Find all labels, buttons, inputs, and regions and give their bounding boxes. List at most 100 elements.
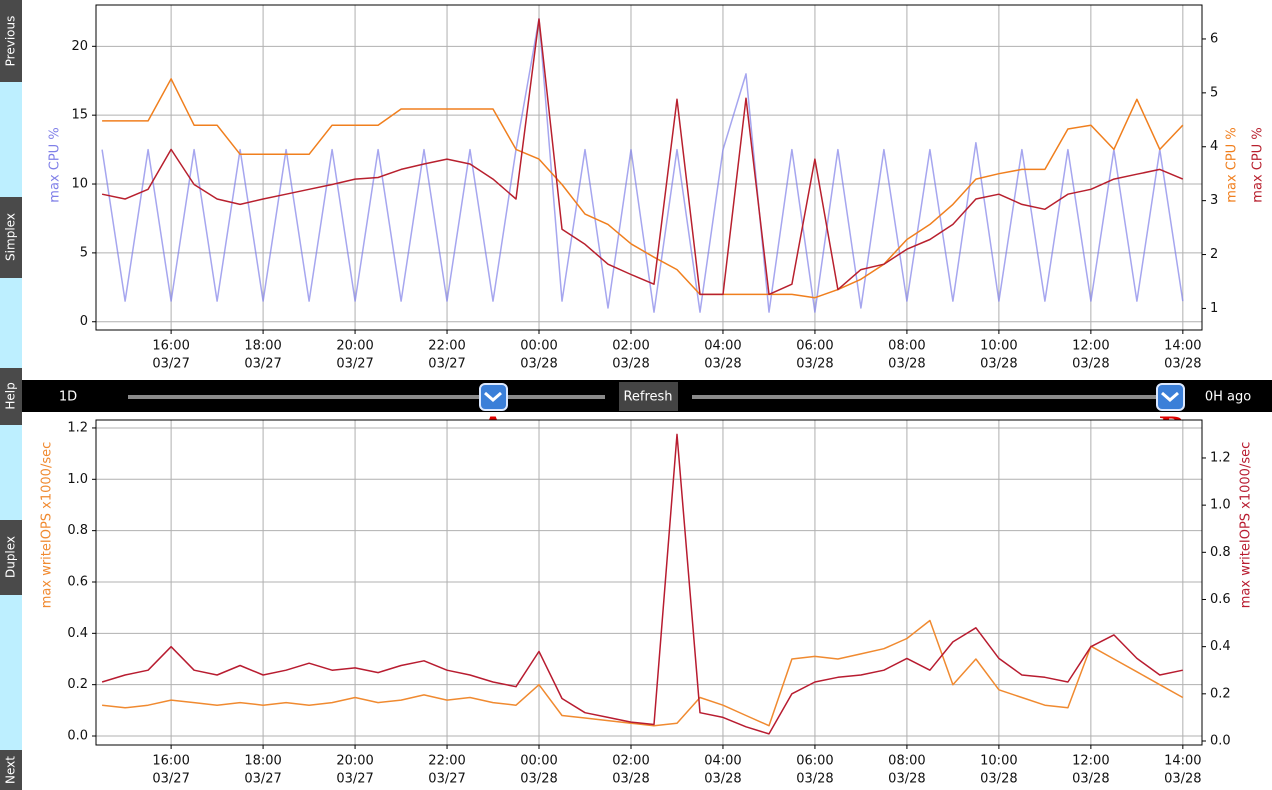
y2-tick-label: 2 [1210, 247, 1218, 262]
axis-label: max CPU % [48, 127, 63, 202]
x-tick-label: 20:00 [336, 339, 373, 354]
x-tick-label: 10:00 [980, 339, 1017, 354]
x-tick-label: 14:00 [1164, 754, 1201, 769]
x-tick-label: 03/27 [152, 357, 189, 372]
x-tick-label: 03/28 [612, 772, 649, 787]
y2-tick-label: 6 [1210, 31, 1218, 46]
x-tick-label: 02:00 [612, 339, 649, 354]
x-tick-label: 03/27 [244, 772, 281, 787]
plot-frame [95, 4, 1203, 331]
y2-tick-label: 5 [1210, 85, 1218, 100]
refresh-label[interactable]: Refresh [623, 390, 672, 405]
simplex-button[interactable] [0, 197, 22, 278]
help-button[interactable] [0, 368, 22, 425]
y-tick-label: 0.8 [67, 523, 88, 538]
axis-label: max writeIOPS x1000/sec [40, 442, 55, 609]
range-label: 1D [59, 390, 77, 405]
x-tick-label: 06:00 [796, 754, 833, 769]
y-tick-label: 0.6 [67, 574, 88, 589]
y2-tick-label: 1.2 [1210, 450, 1231, 465]
x-tick-label: 10:00 [980, 754, 1017, 769]
x-tick-label: 03/27 [428, 772, 465, 787]
y2-tick-label: 3 [1210, 193, 1218, 208]
x-tick-label: 18:00 [244, 339, 281, 354]
series-line [102, 619, 1184, 727]
x-tick-label: 22:00 [428, 754, 465, 769]
x-tick-label: 03/28 [796, 772, 833, 787]
thumb-icon [484, 391, 502, 402]
x-tick-label: 03/28 [1072, 772, 1109, 787]
x-tick-label: 18:00 [244, 754, 281, 769]
x-tick-label: 08:00 [888, 754, 925, 769]
series-line [101, 18, 1184, 296]
slider-thumb[interactable] [1156, 383, 1185, 411]
x-tick-label: 16:00 [152, 754, 189, 769]
x-tick-label: 03/27 [152, 772, 189, 787]
y2-tick-label: 0.4 [1210, 639, 1231, 654]
y-tick-label: 1.0 [67, 472, 88, 487]
axis-label: max CPU % [1251, 127, 1266, 202]
x-tick-label: 03/28 [704, 772, 741, 787]
x-tick-label: 00:00 [520, 339, 557, 354]
x-tick-label: 03/28 [980, 357, 1017, 372]
y2-tick-label: 0.2 [1210, 686, 1231, 701]
y-tick-label: 10 [71, 177, 88, 192]
previous-button[interactable] [0, 0, 22, 82]
x-tick-label: 03/27 [428, 357, 465, 372]
x-tick-label: 03/28 [796, 357, 833, 372]
y-tick-label: 0.2 [67, 677, 88, 692]
axis-label: max CPU % [1225, 127, 1240, 202]
y-tick-label: 20 [71, 39, 88, 54]
y2-tick-label: 0.8 [1210, 545, 1231, 560]
x-tick-label: 03/27 [244, 357, 281, 372]
offset-label: 0H ago [1205, 390, 1251, 405]
x-tick-label: 03/28 [888, 772, 925, 787]
plot-frame [95, 419, 1203, 746]
slider-thumb[interactable] [479, 383, 508, 411]
previous-label[interactable]: Previous [4, 16, 18, 67]
slider-track[interactable] [692, 395, 1185, 399]
x-tick-label: 16:00 [152, 339, 189, 354]
y-tick-label: 5 [80, 245, 88, 260]
y2-tick-label: 1 [1210, 301, 1218, 316]
x-tick-label: 12:00 [1072, 339, 1109, 354]
refresh-button[interactable] [619, 382, 678, 411]
x-tick-label: 08:00 [888, 339, 925, 354]
x-tick-label: 03/28 [980, 772, 1017, 787]
x-tick-label: 03/27 [336, 357, 373, 372]
slider-track[interactable] [128, 395, 605, 399]
x-tick-label: 12:00 [1072, 754, 1109, 769]
x-tick-label: 14:00 [1164, 339, 1201, 354]
x-tick-label: 03/28 [888, 357, 925, 372]
x-tick-label: 20:00 [336, 754, 373, 769]
duplex-button[interactable] [0, 520, 22, 595]
x-tick-label: 03/28 [1072, 357, 1109, 372]
y-tick-label: 0 [80, 314, 88, 329]
duplex-label[interactable]: Duplex [4, 536, 18, 578]
y2-tick-label: 4 [1210, 139, 1218, 154]
x-tick-label: 04:00 [704, 754, 741, 769]
x-tick-label: 03/28 [1164, 357, 1201, 372]
x-tick-label: 22:00 [428, 339, 465, 354]
y2-tick-label: 1.0 [1210, 498, 1231, 513]
x-tick-label: 03/28 [1164, 772, 1201, 787]
y-tick-label: 0.0 [67, 729, 88, 744]
next-button[interactable] [0, 750, 22, 790]
x-tick-label: 02:00 [612, 754, 649, 769]
y2-tick-label: 0.6 [1210, 592, 1231, 607]
help-label[interactable]: Help [4, 382, 18, 409]
x-tick-label: 03/28 [704, 357, 741, 372]
series-line [102, 78, 1184, 299]
x-tick-label: 06:00 [796, 339, 833, 354]
plot-area [96, 420, 1202, 745]
x-tick-label: 04:00 [704, 339, 741, 354]
axis-label: max writeIOPS x1000/sec [1239, 442, 1254, 609]
thumb-icon [1161, 391, 1179, 402]
next-label[interactable]: Next [4, 756, 18, 784]
series-line [101, 433, 1183, 735]
simplex-label[interactable]: Simplex [4, 213, 18, 261]
series-line [101, 18, 1184, 313]
y-tick-label: 0.4 [67, 626, 88, 641]
